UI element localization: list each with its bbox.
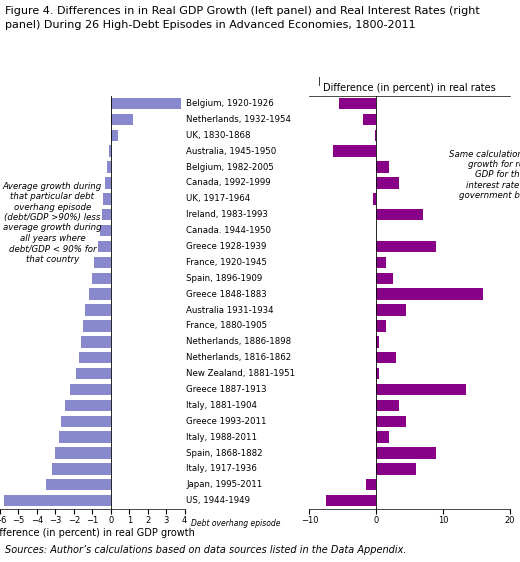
Bar (109, 146, 111, 157)
Bar (111, 98, 181, 109)
Text: Canada. 1944-1950: Canada. 1944-1950 (186, 226, 271, 235)
Text: France, 1920-1945: France, 1920-1945 (186, 258, 267, 267)
Bar (376, 336, 380, 347)
Bar (76, 368, 111, 379)
Text: France, 1880-1905: France, 1880-1905 (186, 321, 267, 330)
Bar (51, 463, 111, 475)
Bar (340, 98, 376, 109)
Text: Netherlands, 1886-1898: Netherlands, 1886-1898 (186, 337, 291, 346)
Text: Canada, 1992-1999: Canada, 1992-1999 (186, 178, 271, 187)
Bar (103, 193, 111, 205)
Bar (363, 114, 376, 125)
Bar (376, 463, 416, 475)
Bar (326, 495, 376, 506)
Bar (64, 400, 111, 411)
Text: Greece 1928-1939: Greece 1928-1939 (186, 242, 267, 251)
Title: Difference (in percent) in real rates: Difference (in percent) in real rates (323, 83, 496, 93)
Text: UK, 1830-1868: UK, 1830-1868 (186, 131, 251, 140)
Text: Australia 1931-1934: Australia 1931-1934 (186, 306, 274, 315)
Text: |: | (318, 77, 321, 86)
Bar (376, 384, 466, 395)
Bar (46, 479, 111, 491)
Bar (83, 320, 111, 332)
Text: Same calculation as for
growth for real
GDP for the
interest rate on
government : Same calculation as for growth for real … (449, 149, 520, 200)
Bar (376, 447, 436, 459)
Bar (376, 288, 483, 300)
Text: Belgium, 1920-1926: Belgium, 1920-1926 (186, 99, 274, 108)
Bar (56, 447, 111, 459)
Text: Australia, 1945-1950: Australia, 1945-1950 (186, 147, 277, 156)
Bar (101, 209, 111, 220)
Bar (61, 415, 111, 427)
Text: Netherlands, 1932-1954: Netherlands, 1932-1954 (186, 115, 291, 124)
Bar (111, 129, 118, 141)
Bar (376, 352, 396, 364)
Bar (333, 146, 376, 157)
Bar (376, 320, 386, 332)
Text: Italy, 1917-1936: Italy, 1917-1936 (186, 464, 257, 473)
Bar (376, 400, 399, 411)
Bar (88, 288, 111, 300)
Bar (376, 304, 406, 316)
Bar (100, 225, 111, 236)
Text: Belgium, 1982-2005: Belgium, 1982-2005 (186, 162, 274, 171)
Bar (376, 161, 389, 173)
Bar (376, 432, 389, 443)
Bar (85, 304, 111, 316)
Bar (376, 241, 436, 252)
Bar (376, 415, 406, 427)
Bar (105, 177, 111, 189)
Bar (375, 129, 376, 141)
Text: Spain, 1896-1909: Spain, 1896-1909 (186, 274, 263, 283)
Text: UK, 1917-1964: UK, 1917-1964 (186, 194, 251, 203)
Text: Greece 1887-1913: Greece 1887-1913 (186, 385, 267, 394)
Bar (376, 209, 423, 220)
Text: Spain, 1868-1882: Spain, 1868-1882 (186, 448, 263, 457)
Bar (107, 161, 111, 173)
Text: New Zealand, 1881-1951: New Zealand, 1881-1951 (186, 369, 295, 378)
Bar (98, 241, 111, 252)
Bar (376, 273, 393, 284)
Bar (70, 384, 111, 395)
Text: Italy, 1881-1904: Italy, 1881-1904 (186, 401, 257, 410)
X-axis label: Difference (in percent) in real GDP growth: Difference (in percent) in real GDP grow… (0, 528, 195, 538)
Bar (81, 336, 111, 347)
Text: Japan, 1995-2011: Japan, 1995-2011 (186, 481, 263, 490)
Text: Italy, 1988-2011: Italy, 1988-2011 (186, 433, 257, 442)
Text: Greece 1848-1883: Greece 1848-1883 (186, 289, 267, 298)
Bar (376, 177, 399, 189)
Bar (94, 257, 111, 268)
Text: Netherlands, 1816-1862: Netherlands, 1816-1862 (186, 353, 291, 362)
Text: Figure 4. Differences in in Real GDP Growth (left panel) and Real Interest Rates: Figure 4. Differences in in Real GDP Gro… (5, 6, 480, 16)
Bar (59, 432, 111, 443)
Bar (93, 273, 111, 284)
Bar (373, 193, 376, 205)
Bar (376, 368, 380, 379)
Bar (366, 479, 376, 491)
Text: panel) During 26 High-Debt Episodes in Advanced Economies, 1800-2011: panel) During 26 High-Debt Episodes in A… (5, 20, 416, 30)
Text: Average growth during
that particular debt
overhang episode
(debt/GDP >90%) less: Average growth during that particular de… (3, 182, 102, 264)
Text: US, 1944-1949: US, 1944-1949 (186, 496, 250, 505)
Bar (111, 114, 133, 125)
Text: Ireland, 1983-1993: Ireland, 1983-1993 (186, 210, 268, 219)
Text: Sources: Author’s calculations based on data sources listed in the Data Appendix: Sources: Author’s calculations based on … (5, 545, 407, 555)
Bar (376, 257, 386, 268)
Bar (4, 495, 111, 506)
Text: Debt overhang episode: Debt overhang episode (191, 519, 281, 528)
Bar (80, 352, 111, 364)
Text: Greece 1993-2011: Greece 1993-2011 (186, 417, 267, 426)
